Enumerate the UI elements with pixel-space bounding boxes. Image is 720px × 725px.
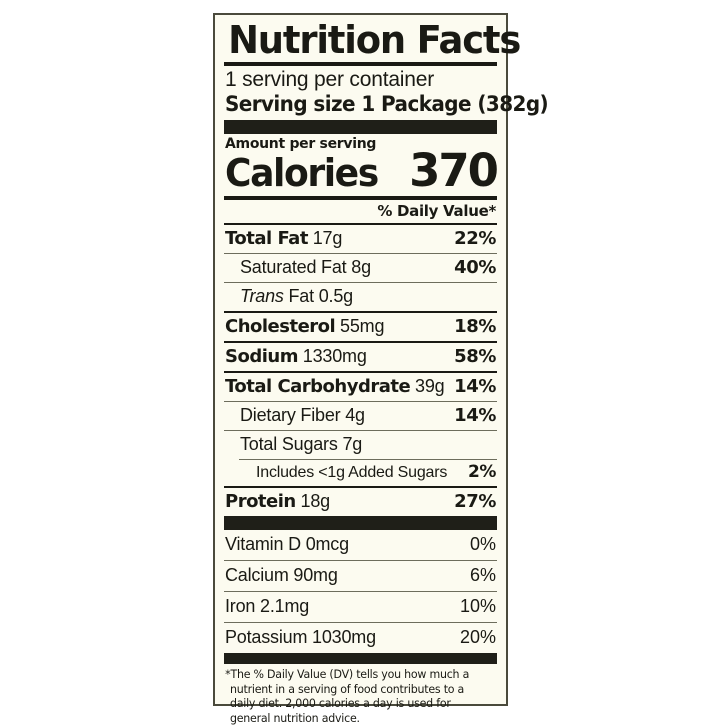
table-row: Potassium 1030mg 20% [224, 623, 497, 653]
nutrient-name: Protein 18g [225, 491, 330, 512]
micronutrient-dv: 20% [459, 627, 496, 647]
divider-row [224, 311, 497, 313]
nutrient-dv: 2% [467, 462, 496, 482]
divider-row [224, 401, 497, 402]
divider-title [224, 62, 497, 66]
table-row: Total Sugars 7g [224, 431, 497, 459]
nutrition-facts-label: Nutrition Facts 1 serving per container … [213, 13, 549, 725]
divider-row [224, 371, 497, 373]
page-title: Nutrition Facts [228, 18, 521, 62]
divider-row [224, 486, 497, 488]
micronutrient-name: Vitamin D 0mcg [225, 534, 349, 554]
divider-row [224, 560, 497, 561]
nutrient-dv: 14% [454, 376, 496, 397]
nutrient-name: Includes <1g Added Sugars [256, 464, 448, 481]
nutrient-name: Total Sugars 7g [240, 434, 363, 454]
table-row: Saturated Fat 8g 40% [224, 254, 497, 282]
micronutrient-name: Calcium 90mg [225, 565, 338, 585]
nutrient-dv: 14% [454, 405, 496, 426]
nutrient-name: Total Carbohydrate 39g [225, 376, 445, 397]
micronutrient-name: Potassium 1030mg [225, 627, 376, 647]
amount-per-serving-label: Amount per serving [225, 136, 377, 152]
nutrient-dv: 18% [454, 316, 496, 337]
calories-value: 370 [409, 144, 499, 197]
table-row: Protein 18g 27% [224, 488, 497, 516]
nutrient-dv: 22% [454, 228, 496, 249]
divider-row [224, 591, 497, 592]
nutrient-dv: 27% [454, 491, 496, 512]
nutrient-name: Sodium 1330mg [225, 346, 367, 367]
table-row: Vitamin D 0mcg 0% [224, 530, 497, 560]
nutrient-name: Trans Fat 0.5g [240, 286, 353, 306]
servings-per-container: 1 serving per container [225, 68, 435, 91]
nutrient-dv: 58% [454, 346, 496, 367]
nutrient-name: Cholesterol 55mg [225, 316, 385, 337]
divider-thick-vitamins [224, 516, 497, 530]
divider-thick-bottom [224, 653, 497, 664]
table-row: Cholesterol 55mg 18% [224, 313, 497, 341]
micronutrient-name: Iron 2.1mg [225, 596, 310, 616]
table-row: Trans Fat 0.5g [224, 283, 497, 311]
divider-row [224, 282, 497, 283]
nutrient-name: Total Fat 17g [225, 228, 343, 249]
nutrient-dv: 40% [454, 257, 496, 278]
divider-thick-top [224, 120, 497, 134]
nutrient-name: Dietary Fiber 4g [240, 405, 365, 425]
divider-row [224, 341, 497, 343]
divider-row [224, 253, 497, 254]
micronutrient-dv: 0% [469, 534, 496, 554]
table-row: Sodium 1330mg 58% [224, 343, 497, 371]
table-row: Calcium 90mg 6% [224, 561, 497, 591]
divider-calories [224, 196, 497, 200]
footnote: *The % Daily Value (DV) tells you how mu… [225, 667, 470, 725]
table-row: Iron 2.1mg 10% [224, 592, 497, 622]
calories-label: Calories [225, 151, 379, 195]
daily-value-header: % Daily Value* [377, 202, 496, 220]
micronutrient-dv: 6% [469, 565, 496, 585]
table-row: Includes <1g Added Sugars 2% [224, 460, 497, 486]
label-inner: Nutrition Facts 1 serving per container … [215, 18, 549, 725]
divider-row [224, 622, 497, 623]
calories-row: Calories 370 [224, 144, 499, 197]
nutrient-name: Saturated Fat 8g [240, 257, 371, 277]
divider-row [224, 430, 497, 431]
divider-row [239, 459, 497, 460]
serving-size: Serving size 1 Package (382g) [224, 92, 549, 116]
table-row: Dietary Fiber 4g 14% [224, 402, 497, 430]
table-row: Total Fat 17g 22% [224, 225, 497, 253]
micronutrient-dv: 10% [459, 596, 496, 616]
divider-dv-header [224, 223, 497, 225]
table-row: Total Carbohydrate 39g 14% [224, 373, 497, 401]
